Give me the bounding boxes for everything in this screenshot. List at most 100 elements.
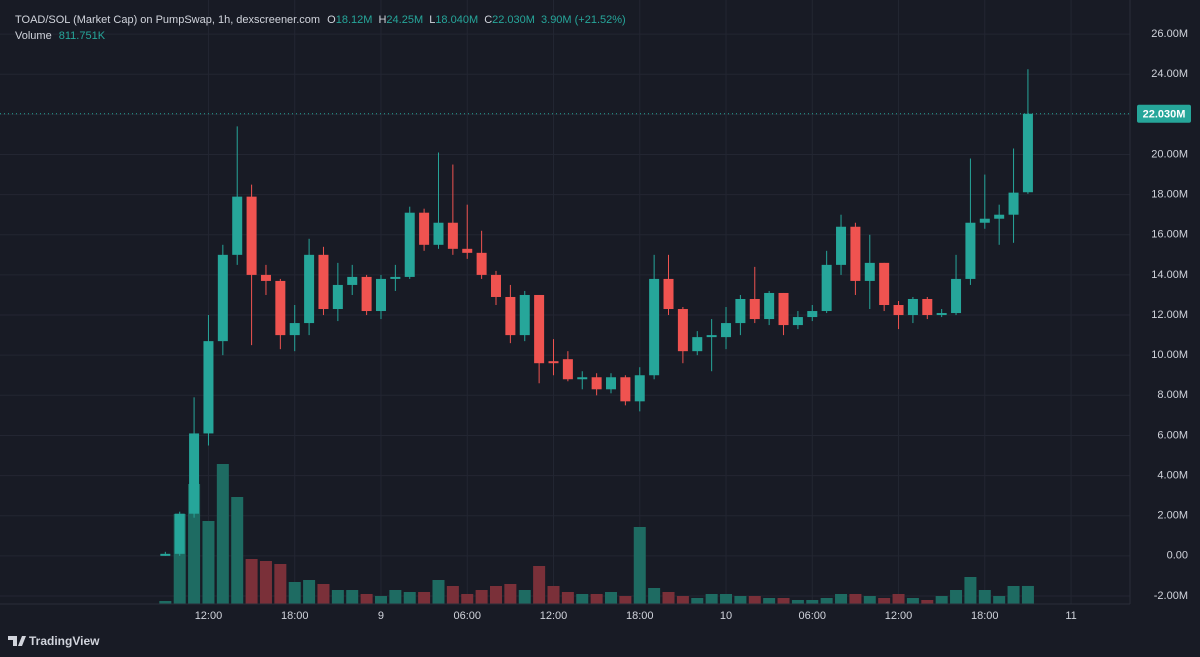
candle-body [390, 276, 401, 279]
candle-body [850, 226, 861, 281]
legend-o-label: O [327, 14, 336, 26]
candle-body [663, 278, 674, 310]
volume-bar [432, 580, 445, 604]
legend-c-label: C [484, 14, 492, 26]
candle-body [778, 292, 789, 326]
candle-body [879, 262, 890, 306]
volume-bar [1021, 585, 1034, 604]
last-price-label: 22.030M [1143, 109, 1186, 121]
candle-body [332, 284, 343, 310]
legend-l-label: L [429, 14, 435, 26]
candle-body [476, 252, 487, 275]
y-tick-label: 26.00M [1151, 28, 1188, 40]
volume-bar [777, 598, 790, 604]
y-tick-label: 4.00M [1157, 469, 1188, 481]
candle-body [692, 337, 703, 352]
candle-body [246, 196, 257, 275]
legend-volume-value: 811.751K [59, 30, 106, 42]
candle-body [821, 264, 832, 312]
volume-bar [705, 594, 718, 604]
candle-body [404, 212, 415, 277]
volume-bar [906, 598, 919, 604]
candle-body [548, 361, 559, 364]
candle-body [505, 296, 516, 336]
candle-body [275, 280, 286, 336]
candle-body [304, 254, 315, 324]
candle-body [519, 294, 530, 336]
candle-body [677, 309, 688, 352]
candle-body [289, 323, 300, 336]
x-tick-label: 12:00 [195, 610, 223, 622]
volume-bar [317, 584, 330, 604]
y-tick-label: 10.00M [1151, 349, 1188, 361]
volume-bar [978, 590, 991, 604]
candle-body [160, 553, 171, 556]
x-tick-label: 06:00 [453, 610, 481, 622]
candle-body [634, 375, 645, 402]
volume-bar [533, 566, 546, 604]
x-tick-label: 18:00 [971, 610, 999, 622]
candle-body [591, 377, 602, 390]
y-tick-label: 12.00M [1151, 309, 1188, 321]
candle-body [232, 196, 243, 255]
volume-bar [245, 559, 258, 604]
candle-body [490, 274, 501, 297]
volume-bar [590, 594, 603, 604]
volume-bar [374, 596, 387, 604]
x-tick-label: 9 [378, 610, 384, 622]
volume-bar [950, 590, 963, 604]
candle-body [361, 276, 372, 312]
candle-body [649, 278, 660, 376]
legend-title: TOAD/SOL (Market Cap) on PumpSwap, 1h, d… [15, 14, 320, 26]
volume-bar [863, 596, 876, 604]
candle-body [1008, 192, 1019, 215]
volume-bar [921, 600, 934, 604]
candle-body [260, 274, 271, 281]
y-tick-label: 6.00M [1157, 429, 1188, 441]
volume-bar [504, 584, 517, 604]
volume-bar [216, 464, 229, 604]
x-tick-label: 11 [1065, 610, 1076, 622]
volume-bar [547, 586, 560, 604]
volume-bar [231, 497, 244, 604]
axes: -2.00M 0.00 2.00M 4.00M 6.00M 8.00M 10.00M 12.0… [0, 28, 1191, 622]
legend-volume: Volume 811.751K [15, 30, 106, 42]
x-tick-label: 12:00 [885, 610, 913, 622]
candle-body [735, 298, 746, 324]
candle-body [174, 513, 185, 554]
candle-body [375, 278, 386, 312]
volume-bar [1007, 586, 1020, 604]
volume-bar [518, 590, 531, 604]
legend-volume-label: Volume [15, 30, 52, 42]
brand-logo: TradingView [8, 634, 100, 648]
volume-bar [360, 594, 373, 604]
volume-bar [346, 590, 359, 604]
volume-bar [274, 564, 287, 604]
brand-text: TradingView [29, 634, 100, 648]
candle-body [792, 317, 803, 326]
volume-bar [835, 594, 848, 604]
y-tick-label: 18.00M [1151, 189, 1188, 201]
candle-body [721, 323, 732, 338]
candle-body [203, 341, 214, 434]
y-tick-label: 24.00M [1151, 68, 1188, 80]
candle-body [764, 292, 775, 320]
y-tick-label: 0.00 [1167, 550, 1188, 562]
legend-c-value: 22.030M [492, 14, 535, 26]
volume-bar [648, 588, 661, 604]
volume-bar [418, 592, 431, 604]
candle-body [577, 377, 588, 380]
volume-bar [806, 600, 819, 604]
volume-bar [259, 561, 272, 604]
volume-bar [475, 590, 488, 604]
candle-body [606, 377, 617, 390]
volume-bar [303, 580, 316, 604]
volume-bar [331, 590, 344, 604]
y-tick-label: 8.00M [1157, 389, 1188, 401]
volume-bar [791, 600, 804, 604]
volume-bar [820, 598, 833, 604]
candle-body [189, 433, 200, 514]
candle-body [706, 335, 717, 338]
x-tick-label: 18:00 [626, 610, 654, 622]
legend-change: 3.90M (+21.52%) [541, 14, 626, 26]
